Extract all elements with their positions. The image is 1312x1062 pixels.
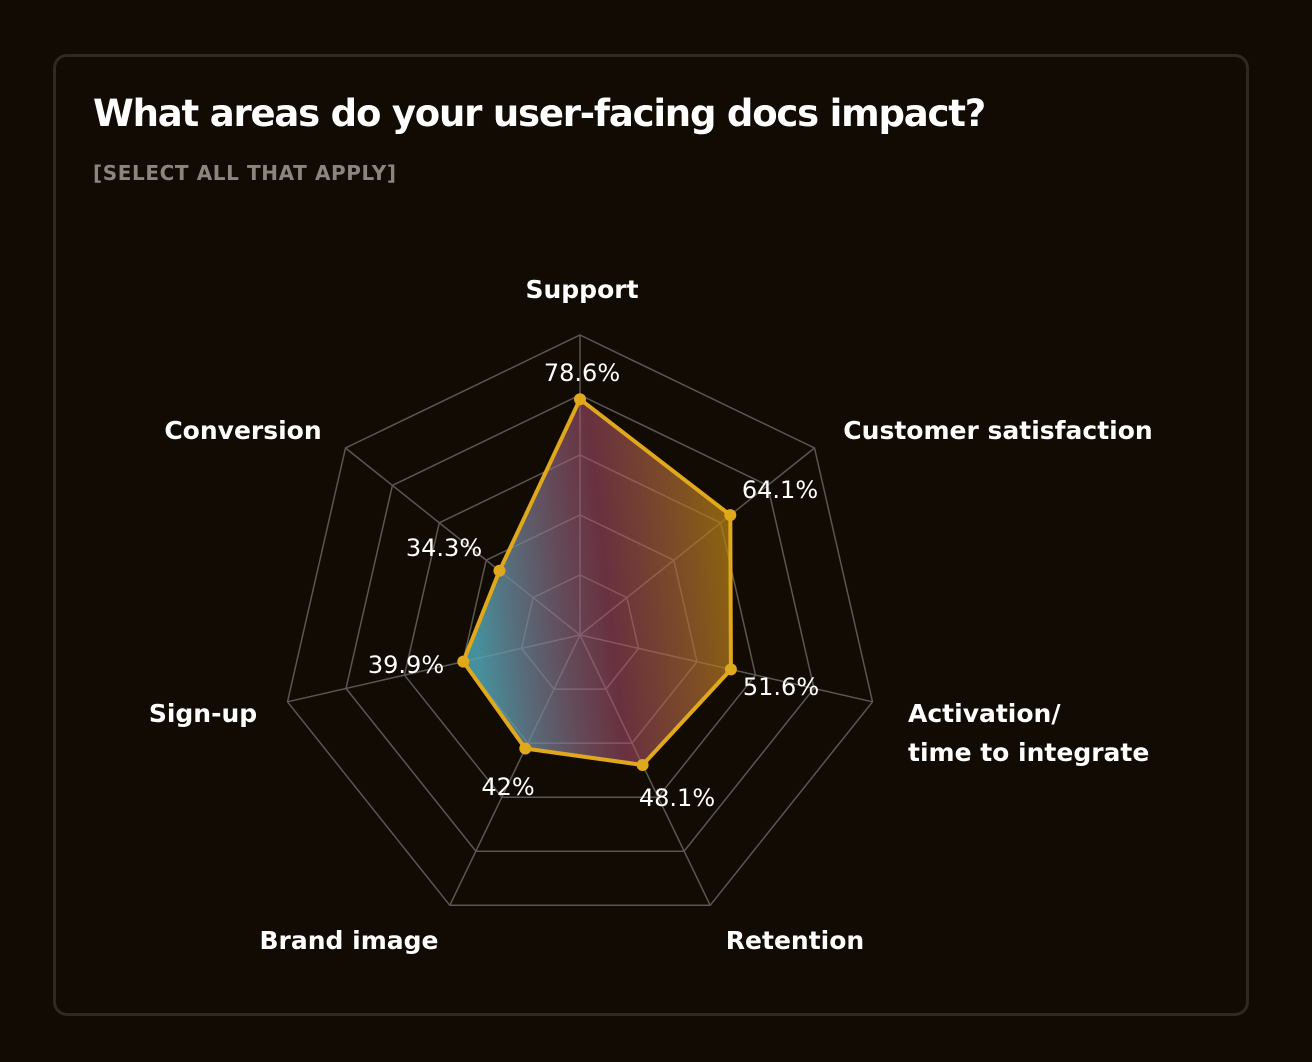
axis-label-line: Sign-up xyxy=(149,699,257,728)
axis-label: Activation/time to integrate xyxy=(908,699,1149,767)
axis-label-line: Activation/ xyxy=(908,699,1061,728)
value-label: 78.6% xyxy=(544,359,620,387)
axis-label: Brand image xyxy=(260,926,439,955)
grid-ring xyxy=(345,394,815,852)
data-point xyxy=(724,663,737,676)
data-point xyxy=(519,742,532,755)
axis-label: Sign-up xyxy=(149,699,257,728)
axis-label-line: time to integrate xyxy=(908,738,1149,767)
value-label: 51.6% xyxy=(743,673,819,701)
axis-label: Conversion xyxy=(164,416,321,445)
data-point xyxy=(493,564,506,577)
grid-ring xyxy=(286,334,874,907)
series-area xyxy=(461,397,733,767)
axis-label-line: Customer satisfaction xyxy=(843,416,1152,445)
radar-labels: 78.6% 64.1% 51.6% 48.1% 42% 39.9% 34.3% Support… xyxy=(149,275,1153,955)
data-point xyxy=(574,393,586,406)
value-label: 42% xyxy=(481,773,534,801)
axis-label-line: Conversion xyxy=(164,416,321,445)
axis-label-line: Retention xyxy=(726,926,864,955)
axis-label: Retention xyxy=(726,926,864,955)
data-point xyxy=(724,509,737,522)
value-label: 48.1% xyxy=(639,784,715,812)
axis-label: Support xyxy=(525,275,638,304)
axis-label-line: Brand image xyxy=(260,926,439,955)
value-label: 39.9% xyxy=(368,651,444,679)
radar-series xyxy=(457,393,737,771)
chart-title: What areas do your user-facing docs impa… xyxy=(93,92,986,135)
value-label: 34.3% xyxy=(406,534,482,562)
axis-label-line: Support xyxy=(525,275,638,304)
value-label: 64.1% xyxy=(742,476,818,504)
chart-subtitle: [SELECT ALL THAT APPLY] xyxy=(93,161,397,185)
axis-label: Customer satisfaction xyxy=(843,416,1152,445)
data-point xyxy=(457,655,470,668)
data-point xyxy=(636,759,649,771)
